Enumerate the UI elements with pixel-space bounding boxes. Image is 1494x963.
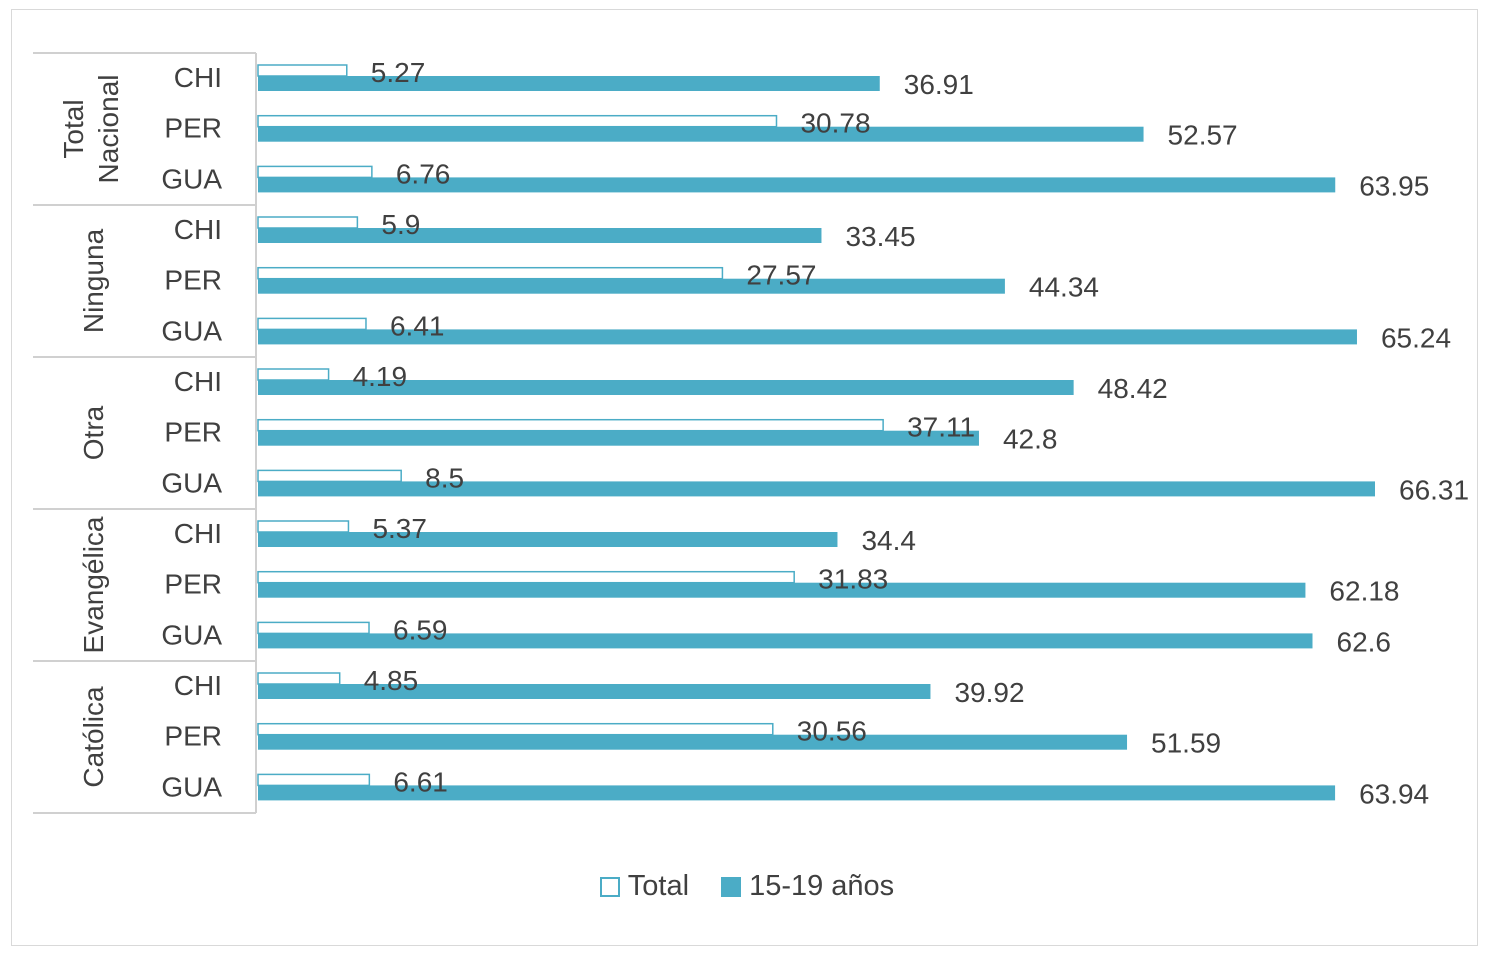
bar-total (257, 570, 795, 584)
data-label-15-19: 63.95 (1359, 170, 1429, 201)
bar-15-19 (258, 684, 931, 699)
data-label-total: 6.41 (390, 310, 445, 341)
bar-total (257, 216, 359, 229)
bar-15-19 (258, 582, 1306, 598)
data-label-15-19: 62.18 (1329, 576, 1399, 607)
category-label: CHI (174, 214, 222, 245)
bar-15-19 (258, 228, 822, 243)
bar-total (257, 165, 373, 179)
bar-total (257, 114, 778, 128)
category-label: PER (164, 417, 222, 448)
data-label-15-19: 39.92 (954, 677, 1024, 708)
data-label-total: 5.27 (371, 57, 426, 88)
legend-label-15-19: 15-19 años (749, 870, 895, 902)
bar-total (257, 621, 370, 635)
bar-total (257, 672, 341, 685)
category-label: CHI (174, 62, 222, 93)
category-label: GUA (161, 467, 222, 498)
category-label: PER (164, 569, 222, 600)
bar-total (257, 368, 330, 381)
legend-item-total: Total (599, 870, 690, 903)
bar-total (257, 520, 350, 533)
bar-total (257, 418, 884, 432)
legend-item-15-19: 15-19 años (721, 870, 894, 903)
bar-15-19 (258, 633, 1313, 649)
chart-frame (11, 9, 1478, 946)
category-label: CHI (174, 670, 222, 701)
category-label: PER (164, 265, 222, 296)
data-label-total: 6.61 (393, 766, 448, 797)
bar-15-19 (258, 532, 838, 547)
bar-total (257, 773, 371, 787)
bar-15-19 (258, 329, 1357, 345)
group-label: Total Nacional (58, 75, 124, 184)
legend-swatch-15-19 (721, 876, 742, 897)
data-label-15-19: 48.42 (1098, 373, 1168, 404)
bar-15-19 (258, 278, 1005, 294)
data-label-total: 6.76 (396, 158, 451, 189)
bar-15-19 (258, 785, 1336, 801)
category-label: GUA (161, 771, 222, 802)
group-label: Evangélica (78, 516, 109, 653)
category-label: GUA (161, 619, 222, 650)
bar-15-19 (258, 481, 1375, 497)
category-label: PER (164, 113, 222, 144)
bar-total (257, 722, 774, 736)
bar-total (257, 469, 402, 483)
data-label-total: 4.85 (364, 665, 419, 696)
category-label: GUA (161, 163, 222, 194)
bar-total (257, 317, 367, 331)
category-label: GUA (161, 315, 222, 346)
data-label-15-19: 63.94 (1359, 778, 1429, 809)
bar-15-19 (258, 177, 1336, 193)
data-label-total: 31.83 (818, 564, 888, 595)
data-label-total: 4.19 (353, 361, 408, 392)
bar-15-19 (258, 76, 880, 91)
data-label-total: 30.56 (797, 716, 867, 747)
data-label-total: 6.59 (393, 614, 448, 645)
data-label-15-19: 66.31 (1399, 474, 1469, 505)
legend-label-total: Total (627, 870, 690, 902)
data-label-total: 5.37 (372, 513, 427, 544)
data-label-15-19: 33.45 (845, 221, 915, 252)
group-label: Católica (78, 686, 109, 788)
category-label: CHI (174, 518, 222, 549)
group-label: Otra (78, 405, 109, 460)
group-label: Ninguna (78, 228, 109, 333)
legend-swatch-total (599, 876, 620, 897)
data-label-total: 5.9 (381, 209, 420, 240)
data-label-15-19: 44.34 (1029, 272, 1099, 303)
bar-total (257, 266, 724, 280)
bar-15-19 (258, 126, 1144, 142)
legend: Total 15-19 años (0, 870, 1494, 903)
data-label-15-19: 65.24 (1381, 322, 1451, 353)
data-label-total: 37.11 (907, 412, 975, 443)
data-label-total: 27.57 (746, 260, 816, 291)
bar-15-19 (258, 380, 1074, 395)
category-label: PER (164, 721, 222, 752)
bar-15-19 (258, 430, 979, 446)
data-label-15-19: 36.91 (904, 69, 974, 100)
data-label-15-19: 52.57 (1168, 120, 1238, 151)
category-label: CHI (174, 366, 222, 397)
data-label-total: 30.78 (800, 108, 870, 139)
bar-15-19 (258, 734, 1128, 750)
data-label-15-19: 42.8 (1003, 424, 1058, 455)
data-label-total: 8.5 (425, 462, 464, 493)
data-label-15-19: 51.59 (1151, 728, 1221, 759)
data-label-15-19: 34.4 (861, 525, 916, 556)
bar-total (257, 64, 348, 77)
data-label-15-19: 62.6 (1337, 626, 1392, 657)
